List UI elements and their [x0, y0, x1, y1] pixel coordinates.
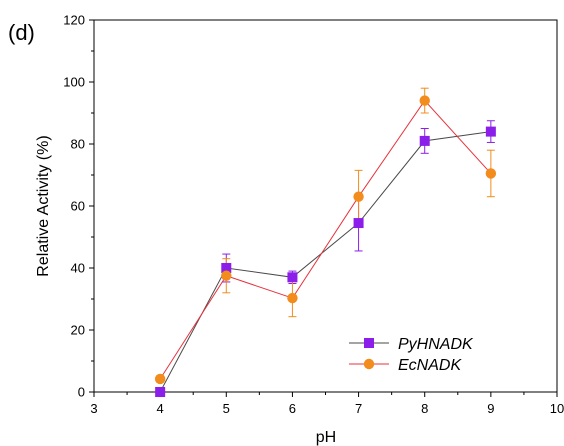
data-point-pyhnadk	[287, 272, 298, 283]
series-line-ecnadk	[159, 99, 492, 380]
data-point-ecnadk	[221, 270, 232, 281]
legend-item-pyhnadk: PyHNADK	[349, 336, 474, 353]
series-line-pyhnadk	[159, 131, 491, 393]
legend-marker	[363, 358, 375, 370]
y-tick-label: 20	[71, 323, 85, 338]
legend-label: PyHNADK	[398, 336, 474, 353]
y-tick-label: 80	[71, 137, 85, 152]
x-axis-ticks: 3 4 5 6 7 8 9 10	[90, 392, 564, 416]
legend-item-ecnadk: EcNADK	[349, 357, 462, 374]
x-tick-label: 4	[157, 401, 164, 416]
y-tick-label: 40	[71, 261, 85, 276]
data-point-pyhnadk	[155, 387, 166, 397]
x-tick-label: 5	[223, 401, 230, 416]
legend-label: EcNADK	[398, 357, 462, 374]
panel-label: (d)	[8, 20, 35, 45]
x-tick-label: 8	[421, 401, 428, 416]
data-point-ecnadk	[154, 373, 166, 385]
data-point-pyhnadk	[221, 263, 232, 273]
x-tick-label: 7	[355, 401, 362, 416]
data-point-ecnadk	[353, 191, 364, 202]
series-layer	[154, 87, 497, 397]
x-tick-label: 10	[550, 401, 564, 416]
plot-frame	[93, 19, 558, 393]
x-tick-label: 3	[90, 401, 97, 416]
data-point-pyhnadk	[419, 135, 430, 146]
data-point-ecnadk	[419, 95, 430, 106]
y-axis-title: Relative Activity (%)	[35, 135, 52, 276]
y-tick-label: 120	[63, 13, 85, 28]
data-point-pyhnadk	[353, 218, 364, 229]
y-tick-label: 60	[71, 199, 85, 214]
plot-border	[93, 19, 558, 393]
data-point-pyhnadk	[485, 126, 496, 137]
legend: PyHNADK EcNADK	[349, 336, 474, 374]
x-tick-label: 6	[289, 401, 296, 416]
y-axis-ticks: 0 20 40 60 80 100 120	[63, 13, 94, 400]
x-tick-label: 9	[487, 401, 494, 416]
data-point-ecnadk	[485, 168, 497, 179]
data-point-ecnadk	[287, 292, 298, 304]
legend-marker	[364, 338, 374, 348]
y-tick-label: 100	[63, 75, 85, 90]
x-axis-title: pH	[316, 429, 336, 446]
y-tick-label: 0	[78, 385, 85, 400]
